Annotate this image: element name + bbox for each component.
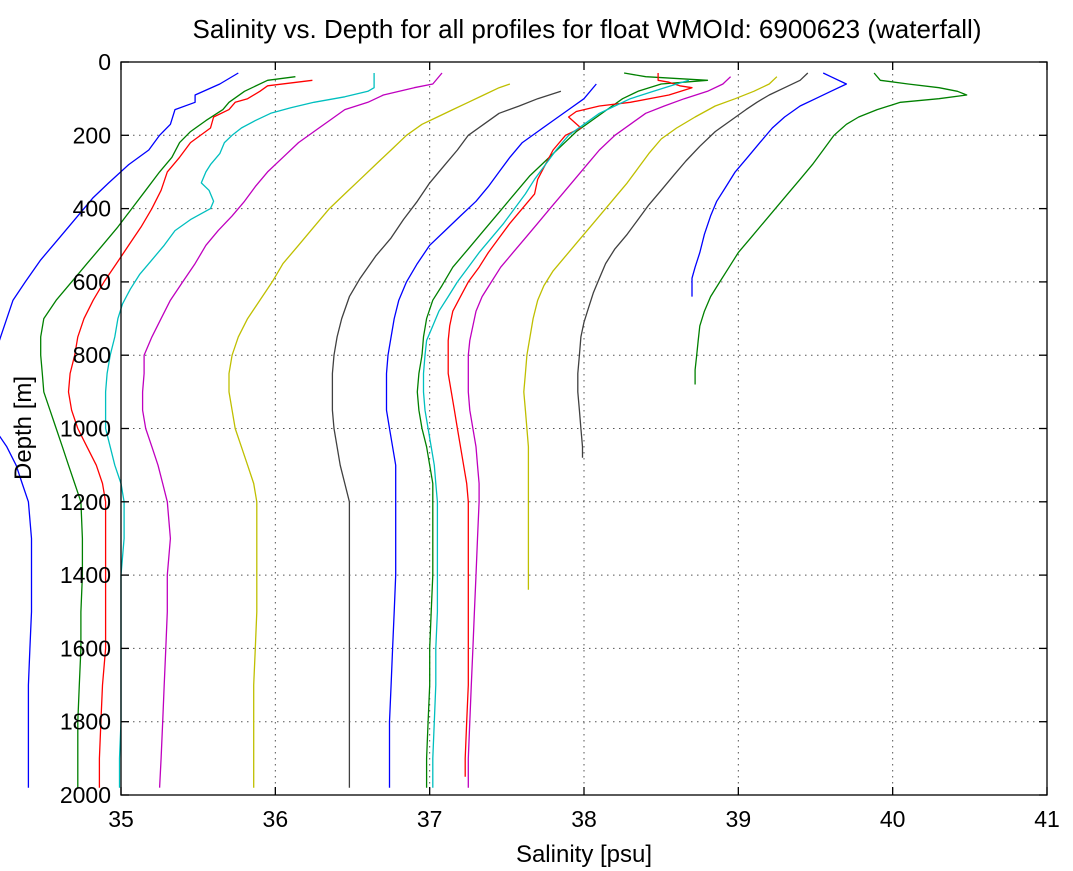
y-tick-label: 1400 xyxy=(60,562,111,588)
salinity-profile-line-16 xyxy=(694,72,968,385)
y-tick-label: 1600 xyxy=(60,635,111,661)
x-tick-label: 35 xyxy=(108,806,134,832)
salinity-profile-line-1 xyxy=(0,72,239,788)
y-tick-label: 200 xyxy=(73,122,111,148)
salinity-profile-line-10 xyxy=(447,73,693,777)
y-tick-label: 1000 xyxy=(60,416,111,442)
salinity-profile-line-13 xyxy=(523,76,778,590)
salinity-profile-line-7 xyxy=(331,90,562,788)
salinity-profile-line-4 xyxy=(104,73,375,788)
axis-ticks xyxy=(120,61,1048,796)
y-tick-label: 2000 xyxy=(60,782,111,808)
y-tick-label: 1800 xyxy=(60,709,111,735)
y-tick-labels: 0 200 400 600 800 1000 1200 1400 1600 1800 2000 xyxy=(60,49,111,808)
x-tick-labels: 35 36 37 38 39 40 41 xyxy=(108,806,1060,832)
x-axis-label: Salinity [psu] xyxy=(516,841,652,868)
salinity-profile-line-3 xyxy=(67,79,313,788)
salinity-profile-line-12 xyxy=(467,76,732,788)
salinity-profile-line-6 xyxy=(228,83,511,788)
gridlines xyxy=(121,62,1047,795)
x-tick-label: 39 xyxy=(726,806,752,832)
x-tick-label: 37 xyxy=(417,806,443,832)
salinity-profile-line-5 xyxy=(141,72,443,788)
salinity-profile-line-2 xyxy=(40,76,296,788)
profile-lines xyxy=(0,72,968,788)
y-axis-label: Depth [m] xyxy=(10,376,37,480)
x-tick-label: 41 xyxy=(1034,806,1060,832)
y-tick-label: 0 xyxy=(98,49,111,75)
y-tick-label: 800 xyxy=(73,342,111,368)
x-tick-label: 38 xyxy=(571,806,597,832)
y-tick-label: 1200 xyxy=(60,489,111,515)
x-tick-label: 36 xyxy=(263,806,289,832)
salinity-profile-line-14 xyxy=(577,72,809,458)
x-tick-label: 40 xyxy=(880,806,906,832)
y-tick-label: 600 xyxy=(73,269,111,295)
salinity-profile-line-8 xyxy=(385,83,597,788)
chart-title: Salinity vs. Depth for all profiles for … xyxy=(193,14,982,44)
salinity-profile-line-15 xyxy=(691,72,848,297)
salinity-profile-line-11 xyxy=(422,79,690,788)
y-tick-label: 400 xyxy=(73,196,111,222)
